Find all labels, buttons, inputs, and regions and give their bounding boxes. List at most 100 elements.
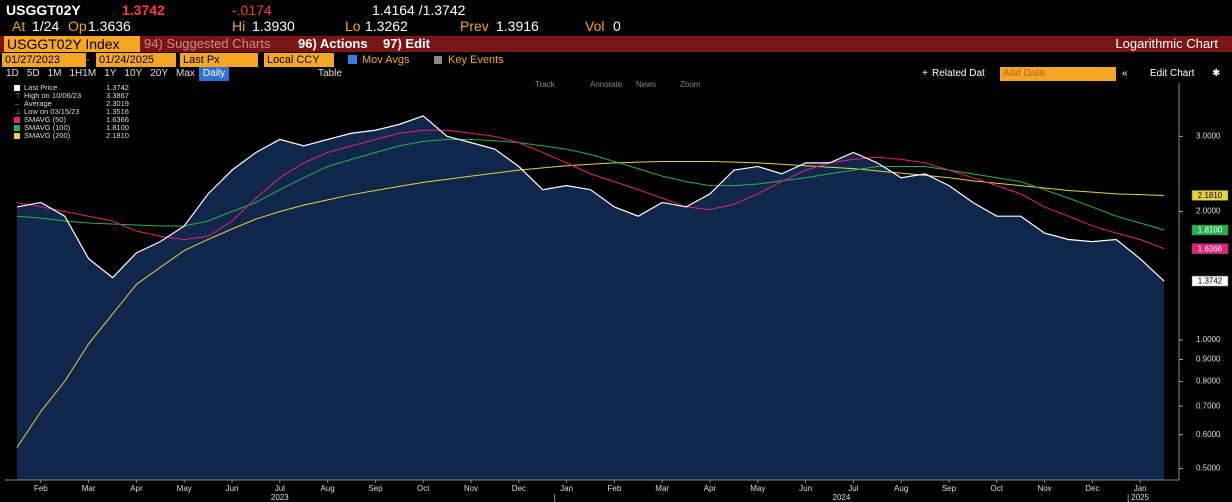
menu-bar: USGGT02Y Index 94) Suggested Charts 96) … xyxy=(0,36,1232,52)
x-tick-label: May xyxy=(177,484,192,493)
chart: Track Annotate News Zoom 0.5000 0.6000 0.7000 0… xyxy=(5,81,1229,502)
series-line xyxy=(16,160,1165,448)
x-tick-label: May xyxy=(750,484,765,493)
legend-label: Last Price xyxy=(24,83,57,92)
year-label: 2024 xyxy=(833,493,851,502)
field-value: 1.3636 xyxy=(88,18,131,34)
x-tick-label: Apr xyxy=(130,484,143,493)
legend-icon: ⊥ xyxy=(15,109,21,116)
series-line xyxy=(16,138,1165,231)
field-label: Lo xyxy=(345,18,361,34)
legend-icon: ⊤ xyxy=(15,93,21,100)
start-date[interactable]: 01/27/2023 xyxy=(2,53,86,67)
collapse-icon[interactable]: « xyxy=(1122,68,1128,79)
field-label: Prev xyxy=(460,18,489,34)
last-value-label: 1.6366 xyxy=(1198,244,1223,253)
y-tick-label: 0.7000 xyxy=(1196,401,1221,410)
period-button[interactable]: 1D xyxy=(6,68,19,79)
add-data[interactable]: Add Data xyxy=(1000,67,1116,81)
period-button[interactable]: 1H1M xyxy=(69,68,97,79)
legend-swatch xyxy=(14,85,20,91)
x-tick-label: Jun xyxy=(799,484,812,493)
chart-tool[interactable]: Track xyxy=(535,81,556,89)
ticker: USGGT02Y xyxy=(6,2,81,18)
period-button[interactable]: 10Y xyxy=(124,68,143,79)
x-tick-label: Jan xyxy=(1134,484,1147,493)
price-area xyxy=(16,115,1165,480)
last-price: 1.3742 xyxy=(122,2,165,18)
checkbox[interactable] xyxy=(434,56,442,64)
x-tick-label: Jun xyxy=(226,484,239,493)
legend-label: Average xyxy=(24,99,52,108)
x-tick-label: Aug xyxy=(894,484,908,493)
y-tick-label: 0.8000 xyxy=(1196,376,1221,385)
legend-swatch xyxy=(14,133,20,139)
legend-label: SMAVG (100) xyxy=(24,123,71,132)
field-value: 0 xyxy=(613,18,621,34)
year-label: 2025 xyxy=(1131,493,1149,502)
x-tick-label: Mar xyxy=(655,484,669,493)
key-events[interactable]: Key Events xyxy=(448,54,504,66)
field-label: Vol xyxy=(585,18,605,34)
x-tick-label: Oct xyxy=(417,484,430,493)
legend-icon: – xyxy=(15,101,19,108)
period-button[interactable]: 1M xyxy=(47,68,62,79)
related-data[interactable]: Related Dat xyxy=(932,68,985,79)
period-button[interactable]: Max xyxy=(176,68,195,79)
y-tick-label: 0.6000 xyxy=(1196,430,1221,439)
last-value-tag xyxy=(1191,275,1229,287)
x-tick-label: Jan xyxy=(560,484,573,493)
legend-swatch xyxy=(14,125,20,131)
x-tick-label: Mar xyxy=(82,484,96,493)
x-tick-label: Dec xyxy=(1085,484,1099,493)
mov-avgs[interactable]: Mov Avgs xyxy=(362,54,410,66)
period-bar: 1D 5D 1M 1H1M 1Y 10Y 20Y Max Daily Table + Relat… xyxy=(0,67,1232,81)
legend-value: 1.3516 xyxy=(106,107,129,116)
period-button[interactable]: 5D xyxy=(26,68,40,79)
x-tick-label: Sep xyxy=(368,484,383,493)
net-change: -.0174 xyxy=(232,2,272,18)
legend-label: High on 10/06/23 xyxy=(24,91,81,100)
table-button[interactable]: Table xyxy=(318,68,342,79)
chart-tool[interactable]: News xyxy=(636,81,656,89)
edit-menu[interactable]: 97) Edit xyxy=(383,36,430,51)
last-value-tag xyxy=(1191,190,1229,201)
actions-menu[interactable]: 96) Actions xyxy=(298,36,368,51)
period-button[interactable]: 20Y xyxy=(150,68,169,79)
currency-select[interactable]: Local CCY xyxy=(264,53,334,67)
controls: 01/27/2023 - 01/24/2025 Last Px Local CC… xyxy=(0,53,1232,67)
suggested-charts[interactable]: 94) Suggested Charts xyxy=(144,36,271,51)
y-tick-label: 1.0000 xyxy=(1196,335,1221,344)
x-tick-label: Aug xyxy=(321,484,335,493)
chart-tool[interactable]: Zoom xyxy=(680,81,701,89)
edit-chart[interactable]: Edit Chart xyxy=(1150,68,1195,79)
field-label: At xyxy=(12,18,26,34)
date-dash: - xyxy=(86,54,90,66)
checkbox[interactable] xyxy=(348,55,357,64)
legend-label: SMAVG (200) xyxy=(24,131,71,140)
last-value-label: 1.8100 xyxy=(1198,226,1223,235)
end-date[interactable]: 01/24/2025 xyxy=(96,53,176,67)
period-button[interactable]: 1Y xyxy=(104,68,117,79)
settings-icon[interactable]: ✱ xyxy=(1212,68,1221,79)
field-value: 1/24 xyxy=(32,18,60,34)
legend-value: 2.3019 xyxy=(106,99,129,108)
legend-value: 2.1810 xyxy=(106,131,129,140)
series-line xyxy=(16,129,1165,250)
x-tick-label: Feb xyxy=(607,484,621,493)
period-button[interactable]: Daily xyxy=(198,67,230,81)
year-label: 2023 xyxy=(271,493,289,502)
field-select[interactable]: Last Px xyxy=(180,53,258,67)
security-box[interactable]: USGGT02Y Index xyxy=(4,36,140,52)
chart-mode: Logarithmic Chart xyxy=(1115,36,1218,51)
last-value-tag xyxy=(1191,224,1229,236)
chart-tool[interactable]: Annotate xyxy=(590,81,623,89)
x-tick-label: Oct xyxy=(991,484,1004,493)
bid-ask: 1.4164 /1.3742 xyxy=(372,2,466,18)
field-value: 1.3262 xyxy=(365,18,408,34)
y-tick-label: 2.0000 xyxy=(1196,207,1221,216)
legend-value: 1.3742 xyxy=(106,83,129,92)
x-tick-label: Sep xyxy=(942,484,957,493)
last-value-label: 2.1810 xyxy=(1198,191,1223,200)
period-list: 1D 5D 1M 1H1M 1Y 10Y 20Y Max Daily xyxy=(2,67,230,81)
